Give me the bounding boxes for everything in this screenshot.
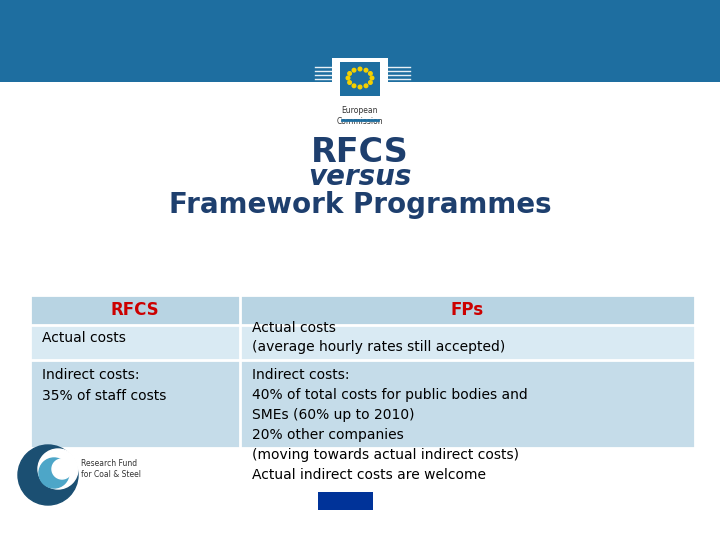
Circle shape (39, 458, 69, 488)
Circle shape (18, 445, 78, 505)
Text: FPs: FPs (451, 301, 484, 319)
Circle shape (364, 84, 368, 87)
Text: Research Fund
for Coal & Steel: Research Fund for Coal & Steel (81, 458, 141, 480)
Text: Actual costs: Actual costs (42, 330, 126, 345)
FancyBboxPatch shape (30, 295, 695, 325)
Text: RFCS: RFCS (311, 136, 409, 168)
FancyBboxPatch shape (332, 58, 388, 102)
Text: RFCS: RFCS (111, 301, 159, 319)
Text: Indirect costs:
40% of total costs for public bodies and
SMEs (60% up to 2010)
2: Indirect costs: 40% of total costs for p… (252, 368, 528, 482)
FancyBboxPatch shape (340, 62, 380, 96)
Text: versus: versus (308, 163, 412, 191)
Circle shape (348, 80, 351, 84)
FancyBboxPatch shape (318, 492, 373, 510)
Circle shape (352, 84, 356, 87)
Circle shape (52, 459, 72, 479)
Circle shape (369, 80, 372, 84)
Circle shape (359, 67, 362, 71)
FancyBboxPatch shape (30, 325, 695, 360)
Circle shape (346, 76, 350, 80)
FancyBboxPatch shape (0, 0, 720, 82)
Circle shape (359, 85, 362, 89)
Text: European
Commission: European Commission (337, 106, 383, 126)
Circle shape (364, 69, 368, 72)
Text: Framework Programmes: Framework Programmes (168, 191, 552, 219)
Circle shape (370, 76, 374, 80)
Text: Indirect costs:
35% of staff costs: Indirect costs: 35% of staff costs (42, 368, 166, 403)
Text: Actual costs
(average hourly rates still accepted): Actual costs (average hourly rates still… (252, 321, 505, 354)
Circle shape (348, 72, 351, 75)
FancyBboxPatch shape (30, 360, 695, 448)
Circle shape (352, 69, 356, 72)
Circle shape (369, 72, 372, 75)
Circle shape (38, 449, 78, 489)
